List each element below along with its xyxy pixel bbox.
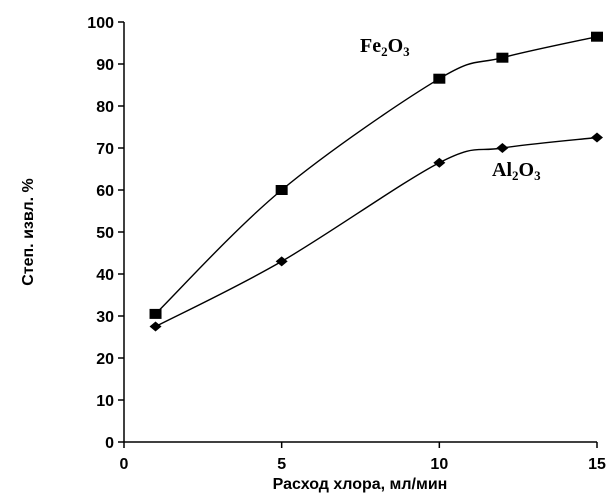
data-point-al2o3 [591,133,603,143]
y-ticks: 0 10 20 30 40 50 60 70 80 90 100 [87,15,124,452]
series-al2o3 [150,133,603,332]
y-tick-label: 30 [96,309,114,326]
y-tick-label: 10 [96,393,114,410]
y-tick-label: 60 [96,183,114,200]
data-point-al2o3 [496,143,508,153]
data-point-fe2o3 [433,74,445,84]
series-label-fe2o3: Fe2O3 [360,35,410,59]
x-ticks: 0 5 10 15 [120,442,606,473]
axes [124,22,597,442]
x-tick-label: 10 [430,456,448,473]
data-point-al2o3 [433,158,445,168]
x-tick-label: 5 [277,456,286,473]
data-point-fe2o3 [150,309,162,319]
y-tick-label: 40 [96,267,114,284]
data-point-al2o3 [276,256,288,266]
y-axis-label: Степ. извл. % [20,178,37,286]
y-tick-label: 70 [96,141,114,158]
y-tick-label: 50 [96,225,114,242]
data-point-fe2o3 [591,32,603,42]
y-tick-label: 90 [96,57,114,74]
y-tick-label: 20 [96,351,114,368]
y-tick-label: 80 [96,99,114,116]
x-tick-label: 15 [588,456,606,473]
series-label-al2o3: Al2O3 [492,159,541,183]
x-axis-label: Расход хлора, мл/мин [273,476,448,493]
data-point-al2o3 [150,322,162,332]
data-point-fe2o3 [496,53,508,63]
y-tick-label: 100 [87,15,114,32]
x-tick-label: 0 [120,456,129,473]
data-point-fe2o3 [276,185,288,195]
y-tick-label: 0 [105,435,114,452]
